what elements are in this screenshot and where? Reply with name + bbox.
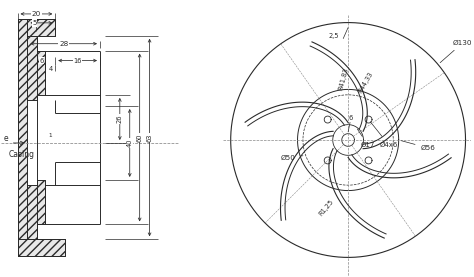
Text: Ø4x6: Ø4x6 [370, 122, 398, 147]
Bar [18, 239, 65, 256]
Bar [18, 19, 27, 255]
Text: 28: 28 [59, 41, 68, 47]
Bar [18, 239, 65, 256]
Text: e: e [3, 134, 8, 142]
Text: Ø17: Ø17 [357, 129, 375, 148]
Bar [18, 239, 36, 256]
Text: 60: 60 [137, 133, 143, 142]
Bar [18, 19, 27, 255]
Text: Casing: Casing [9, 150, 35, 159]
Bar [27, 19, 55, 36]
Text: 63: 63 [146, 133, 153, 142]
Text: 4: 4 [48, 66, 53, 71]
Bar [37, 51, 46, 95]
Text: 40: 40 [127, 139, 133, 147]
Text: Ø130: Ø130 [440, 40, 473, 63]
Text: Ø56: Ø56 [401, 141, 436, 151]
Text: R41,83: R41,83 [337, 66, 349, 91]
Bar [37, 51, 46, 95]
Text: 1: 1 [48, 132, 52, 137]
Bar [27, 185, 37, 239]
Bar [18, 239, 36, 256]
Text: R44,33: R44,33 [357, 71, 374, 94]
Bar [27, 36, 37, 100]
Bar [27, 19, 55, 36]
Text: 2,5: 2,5 [329, 33, 339, 39]
Text: R1,25: R1,25 [318, 198, 335, 217]
Text: Ø50: Ø50 [280, 154, 303, 160]
Text: 5: 5 [32, 20, 36, 26]
Text: 16: 16 [73, 58, 82, 64]
Bar [37, 180, 46, 224]
Bar [27, 36, 37, 100]
Text: 20: 20 [32, 11, 41, 17]
Text: 26: 26 [117, 115, 123, 123]
Text: 6: 6 [349, 115, 353, 121]
Text: 6: 6 [39, 58, 44, 64]
Bar [37, 180, 46, 224]
Bar [27, 185, 37, 239]
